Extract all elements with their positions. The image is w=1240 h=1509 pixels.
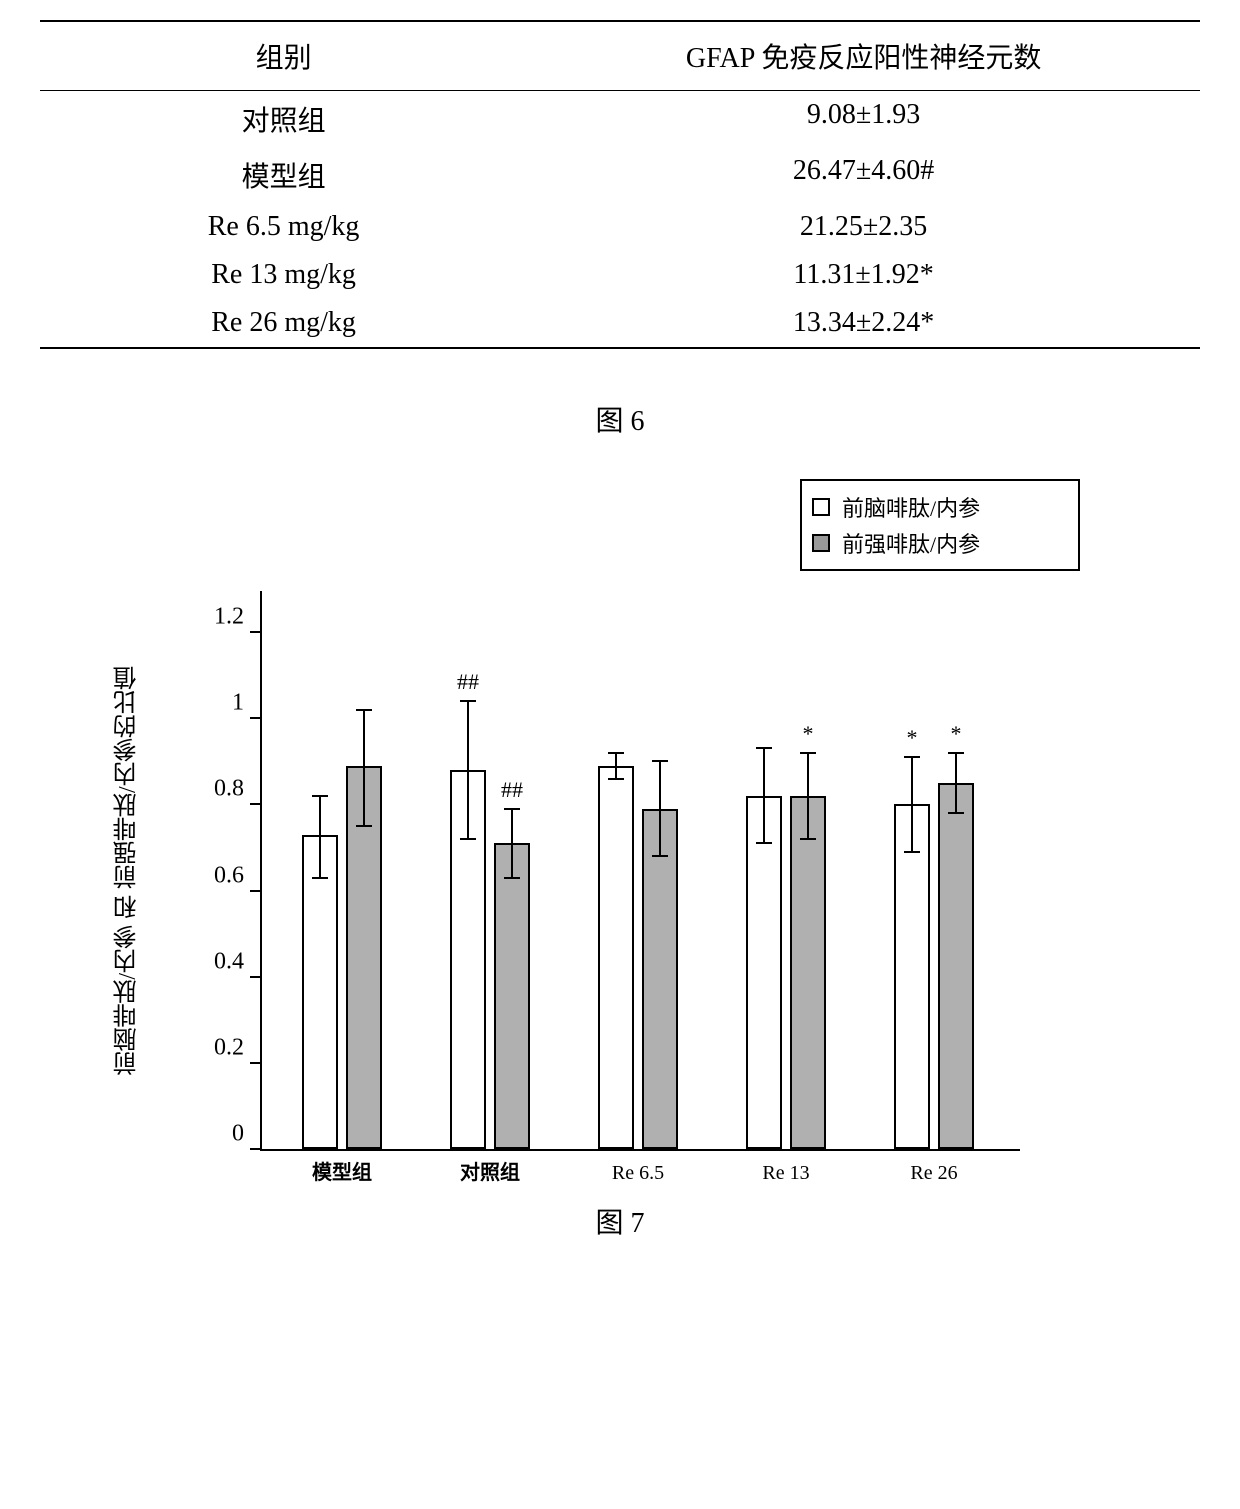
col-header-value: GFAP 免疫反应阳性神经元数 bbox=[527, 36, 1200, 76]
bar bbox=[642, 809, 678, 1149]
error-bar bbox=[615, 753, 617, 779]
error-cap bbox=[356, 709, 372, 711]
chart-legend: 前脑啡肽/内参 前强啡肽/内参 bbox=[800, 479, 1080, 571]
error-cap bbox=[904, 851, 920, 853]
error-bar bbox=[659, 761, 661, 856]
error-cap bbox=[504, 808, 520, 810]
y-tick-label: 0.2 bbox=[194, 1034, 244, 1061]
significance-marker: ## bbox=[501, 777, 523, 803]
error-cap bbox=[652, 855, 668, 857]
y-tick bbox=[250, 890, 262, 892]
cell-group: Re 26 mg/kg bbox=[40, 307, 527, 339]
error-cap bbox=[800, 838, 816, 840]
significance-marker: * bbox=[907, 725, 918, 751]
y-tick bbox=[250, 717, 262, 719]
cell-group: 模型组 bbox=[40, 155, 527, 195]
table-row: Re 26 mg/kg13.34±2.24* bbox=[40, 299, 1200, 347]
y-tick-label: 0.6 bbox=[194, 862, 244, 889]
error-bar bbox=[911, 757, 913, 852]
error-cap bbox=[948, 752, 964, 754]
legend-label-2: 前强啡肽/内参 bbox=[842, 527, 980, 559]
x-tick-label: 对照组 bbox=[460, 1156, 520, 1185]
error-bar bbox=[955, 753, 957, 813]
y-tick-label: 0.4 bbox=[194, 948, 244, 975]
y-tick-label: 0 bbox=[194, 1121, 244, 1148]
y-tick bbox=[250, 1148, 262, 1150]
x-tick-label: Re 26 bbox=[910, 1162, 957, 1185]
error-cap bbox=[608, 752, 624, 754]
error-cap bbox=[460, 838, 476, 840]
error-cap bbox=[904, 756, 920, 758]
y-axis-label: 前脑啡肽/内参 和 前强啡肽/内参的比值 bbox=[110, 666, 145, 1075]
bar-chart: 前脑啡肽/内参 和 前强啡肽/内参的比值 00.20.40.60.811.2模型… bbox=[180, 591, 1060, 1151]
cell-value: 21.25±2.35 bbox=[527, 211, 1200, 243]
error-cap bbox=[652, 760, 668, 762]
bar bbox=[746, 796, 782, 1149]
y-tick bbox=[250, 976, 262, 978]
y-tick bbox=[250, 1062, 262, 1064]
col-header-group: 组别 bbox=[40, 36, 527, 76]
legend-swatch-fill bbox=[812, 534, 830, 552]
error-bar bbox=[807, 753, 809, 839]
error-cap bbox=[948, 812, 964, 814]
error-cap bbox=[460, 700, 476, 702]
cell-value: 13.34±2.24* bbox=[527, 307, 1200, 339]
y-tick bbox=[250, 803, 262, 805]
error-cap bbox=[756, 842, 772, 844]
bar bbox=[302, 835, 338, 1149]
x-tick-label: Re 13 bbox=[762, 1162, 809, 1185]
y-tick bbox=[250, 631, 262, 633]
table-body: 对照组9.08±1.93模型组26.47±4.60#Re 6.5 mg/kg21… bbox=[40, 91, 1200, 347]
bar bbox=[598, 766, 634, 1149]
error-cap bbox=[356, 825, 372, 827]
bar bbox=[938, 783, 974, 1149]
cell-value: 11.31±1.92* bbox=[527, 259, 1200, 291]
bar bbox=[494, 843, 530, 1149]
legend-item-2: 前强啡肽/内参 bbox=[812, 525, 1068, 561]
gfap-table: 组别 GFAP 免疫反应阳性神经元数 对照组9.08±1.93模型组26.47±… bbox=[40, 20, 1200, 349]
table-row: 对照组9.08±1.93 bbox=[40, 91, 1200, 147]
error-bar bbox=[363, 710, 365, 826]
cell-group: Re 6.5 mg/kg bbox=[40, 211, 527, 243]
error-cap bbox=[504, 877, 520, 879]
legend-item-1: 前脑啡肽/内参 bbox=[812, 489, 1068, 525]
cell-value: 26.47±4.60# bbox=[527, 155, 1200, 195]
cell-group: 对照组 bbox=[40, 99, 527, 139]
significance-marker: ## bbox=[457, 669, 479, 695]
error-bar bbox=[319, 796, 321, 878]
error-cap bbox=[312, 877, 328, 879]
table-row: 模型组26.47±4.60# bbox=[40, 147, 1200, 203]
error-bar bbox=[467, 701, 469, 839]
bar bbox=[790, 796, 826, 1149]
legend-label-1: 前脑啡肽/内参 bbox=[842, 491, 980, 523]
x-tick-label: Re 6.5 bbox=[612, 1162, 664, 1185]
cell-group: Re 13 mg/kg bbox=[40, 259, 527, 291]
y-tick-label: 1 bbox=[194, 690, 244, 717]
figure-7-caption: 图 7 bbox=[40, 1201, 1200, 1241]
error-bar bbox=[511, 809, 513, 878]
y-tick-label: 0.8 bbox=[194, 776, 244, 803]
table-header-row: 组别 GFAP 免疫反应阳性神经元数 bbox=[40, 22, 1200, 91]
cell-value: 9.08±1.93 bbox=[527, 99, 1200, 139]
error-bar bbox=[763, 748, 765, 843]
legend-swatch-open bbox=[812, 498, 830, 516]
error-cap bbox=[312, 795, 328, 797]
error-cap bbox=[800, 752, 816, 754]
plot-area: 00.20.40.60.811.2模型组对照组####Re 6.5Re 13*R… bbox=[260, 591, 1020, 1151]
figure-6-caption: 图 6 bbox=[40, 399, 1200, 439]
bar bbox=[894, 804, 930, 1149]
y-tick-label: 1.2 bbox=[194, 604, 244, 631]
error-cap bbox=[608, 778, 624, 780]
table-row: Re 6.5 mg/kg21.25±2.35 bbox=[40, 203, 1200, 251]
significance-marker: * bbox=[951, 721, 962, 747]
table-row: Re 13 mg/kg11.31±1.92* bbox=[40, 251, 1200, 299]
significance-marker: * bbox=[803, 721, 814, 747]
error-cap bbox=[756, 747, 772, 749]
x-tick-label: 模型组 bbox=[312, 1156, 372, 1185]
